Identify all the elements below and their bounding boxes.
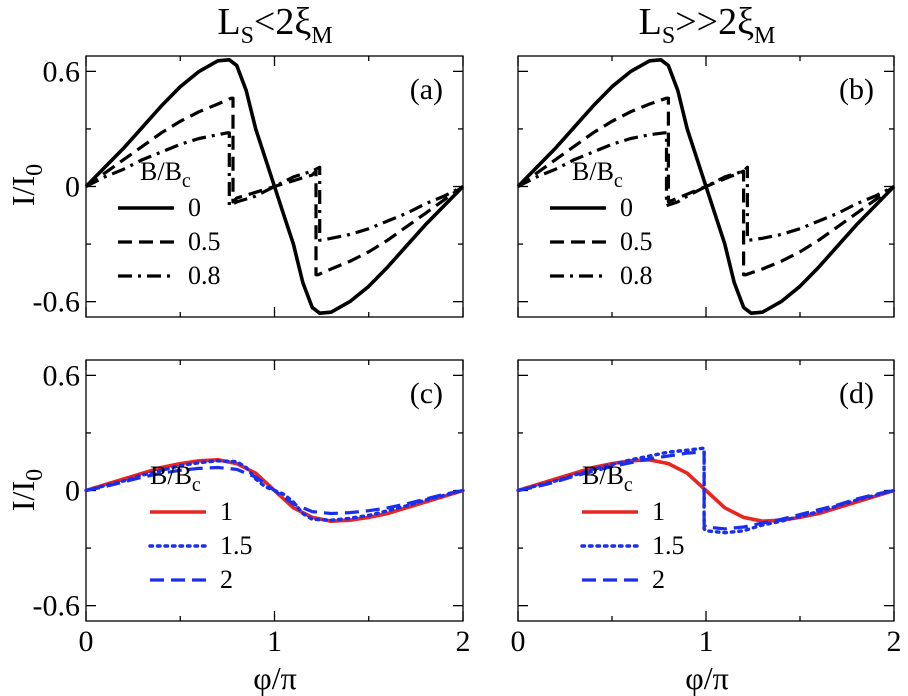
legend-title: B/Bc xyxy=(140,157,191,192)
legend-label: 1.5 xyxy=(652,531,685,560)
legend: B/Bc0 0.5 0.8 xyxy=(550,157,653,290)
legend-label: 0 xyxy=(620,193,633,222)
series-line-0.8 xyxy=(85,131,464,242)
series-line-0.5 xyxy=(517,96,895,277)
y-tick-label: 0.6 xyxy=(43,55,81,88)
x-tick-label: 0 xyxy=(79,625,94,658)
y-tick-label: 0 xyxy=(65,475,80,508)
legend-label: 1 xyxy=(220,497,233,526)
legend: B/Bc 1 1.5 2 xyxy=(580,461,685,594)
panel-b: (b) B/Bc0 0.5 0.8 xyxy=(516,55,896,318)
column-title-left: LS<2ξM xyxy=(217,1,332,49)
panel-label: (b) xyxy=(839,73,874,106)
y-tick-label: 0 xyxy=(65,171,80,204)
x-tick-label: 2 xyxy=(456,625,471,658)
legend-label: 0.5 xyxy=(620,227,653,256)
y-axis-label-top: I/I0 xyxy=(5,164,48,206)
x-axis-label-left: φ/π xyxy=(253,660,297,696)
y-tick-label: -0.6 xyxy=(33,286,81,319)
x-tick-label: 0 xyxy=(511,625,526,658)
legend-title: B/Bc xyxy=(572,157,623,192)
y-tick-label: -0.6 xyxy=(33,590,81,623)
panel-label: (a) xyxy=(410,73,443,106)
x-tick-label: 2 xyxy=(887,625,902,658)
panel-d: 0 1 2 (d) B/Bc 1 1.5 2 xyxy=(511,359,902,658)
panel-label: (d) xyxy=(839,377,874,410)
series-line-0.5 xyxy=(85,96,464,277)
legend-label: 1.5 xyxy=(220,531,253,560)
x-tick-label: 1 xyxy=(267,625,282,658)
series-line-2 xyxy=(85,465,464,516)
x-tick-label: 1 xyxy=(699,625,714,658)
panels-layer: 0.60-0.6(a)B/Bc00.50.8(b)B/Bc00.50.80.60… xyxy=(33,55,902,658)
series-line-2 xyxy=(517,450,895,531)
y-tick-label: 0.6 xyxy=(43,359,81,392)
series-line-1 xyxy=(517,458,895,523)
series-line-1.5 xyxy=(516,446,896,535)
legend-label: 0.8 xyxy=(620,261,653,290)
series-line-0.8 xyxy=(517,131,895,242)
legend-label: 1 xyxy=(652,497,665,526)
legend: B/Bc0 0.5 0.8 xyxy=(118,157,221,290)
y-axis-label-bottom: I/I0 xyxy=(5,469,48,511)
legend-title: B/Bc xyxy=(582,461,633,496)
legend: B/Bc 1 1.5 2 xyxy=(148,461,253,594)
legend-label: 0.8 xyxy=(188,261,221,290)
legend-label: 2 xyxy=(652,565,665,594)
legend-label: 0.5 xyxy=(188,227,221,256)
x-axis-label-right: φ/π xyxy=(685,660,729,696)
legend-label: 0 xyxy=(188,193,201,222)
panel-label: (c) xyxy=(410,377,443,410)
legend-label: 2 xyxy=(220,565,233,594)
column-title-right: LS>>2ξM xyxy=(639,1,776,49)
legend-title: B/Bc xyxy=(150,461,201,496)
